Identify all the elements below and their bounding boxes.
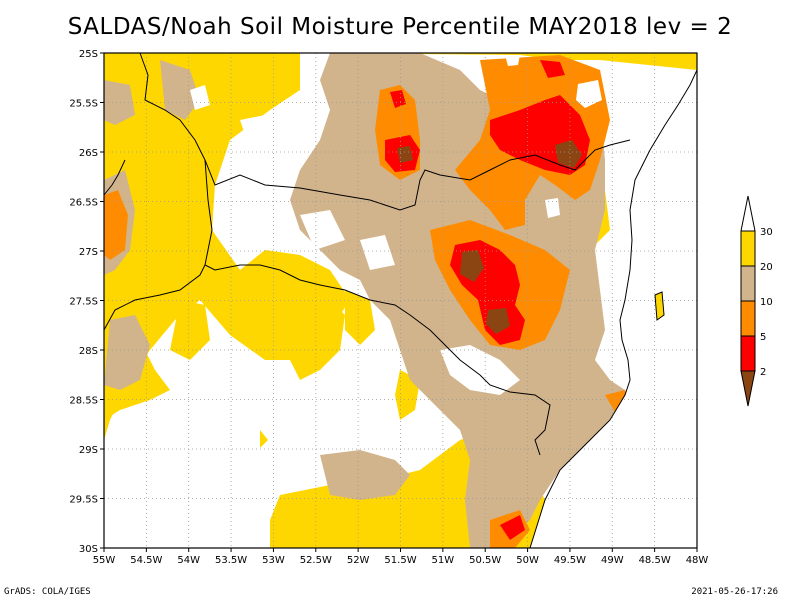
x-tick-label: 53.5W [215,555,247,566]
footer-credit: GrADS: COLA/IGES [4,587,91,597]
x-tick-label: 54.5W [130,555,162,566]
country-border-northwest [103,159,126,196]
boundaries [103,52,698,549]
legend-label: 2 [760,367,766,378]
y-tick-label: 27.5S [69,297,98,308]
legend-label: 30 [760,227,773,238]
footer-timestamp: 2021-05-26-17:26 [691,587,778,597]
x-tick-label: 48W [686,555,709,566]
x-tick-label: 49.5W [554,555,586,566]
y-tick-label: 27S [79,247,98,258]
legend-label: 10 [760,297,773,308]
y-tick-label: 25.5S [69,99,98,110]
legend-swatch-above-30 [740,195,756,232]
country-border-west [103,264,206,331]
x-tick-label: 52.5W [300,555,332,566]
legend-swatch-2-5 [740,335,756,372]
x-tick-label: 52W [347,555,370,566]
y-tick-label: 30S [79,544,98,555]
x-tick-label: 50W [516,555,539,566]
x-tick-label: 48.5W [639,555,671,566]
y-axis: 25S 25.5S 26S 26.5S 27S 27.5S 28S 28.5S 29S 29.5S… [69,49,104,555]
grid-lines [104,53,697,548]
legend-colorbar: 30 20 10 5 2 [740,195,773,407]
x-tick-label: 50.5W [469,555,501,566]
y-tick-label: 28.5S [69,396,98,407]
x-tick-label: 53W [262,555,285,566]
y-tick-label: 26S [79,148,98,159]
legend-label: 20 [760,262,773,273]
state-border-north [139,52,631,211]
legend-label: 5 [760,332,766,343]
y-tick-label: 29.5S [69,495,98,506]
x-tick-label: 49W [601,555,624,566]
state-border-south [204,159,551,456]
x-tick-label: 54W [177,555,200,566]
map-title: SALDAS/Noah Soil Moisture Percentile MAY… [67,14,733,40]
field-white-patches [190,55,602,395]
legend-swatch-10-20 [740,265,756,302]
legend-swatch-20-30 [740,230,756,267]
legend-swatch-5-10 [740,300,756,337]
y-tick-label: 28S [79,346,98,357]
x-tick-label: 55W [93,555,116,566]
y-tick-label: 29S [79,445,98,456]
field-brown [397,140,582,334]
island [655,292,664,320]
x-tick-label: 51.5W [384,555,416,566]
y-tick-label: 26.5S [69,198,98,209]
y-tick-label: 25S [79,49,98,60]
coastline [529,69,698,549]
x-axis: 55W 54.5W 54W 53.5W 53W 52.5W 52W 51.5W 51W 50.5W… [93,548,709,566]
x-tick-label: 51W [432,555,455,566]
island-outline [654,291,665,321]
ocean [530,53,697,548]
legend-swatch-below-2 [740,370,756,407]
